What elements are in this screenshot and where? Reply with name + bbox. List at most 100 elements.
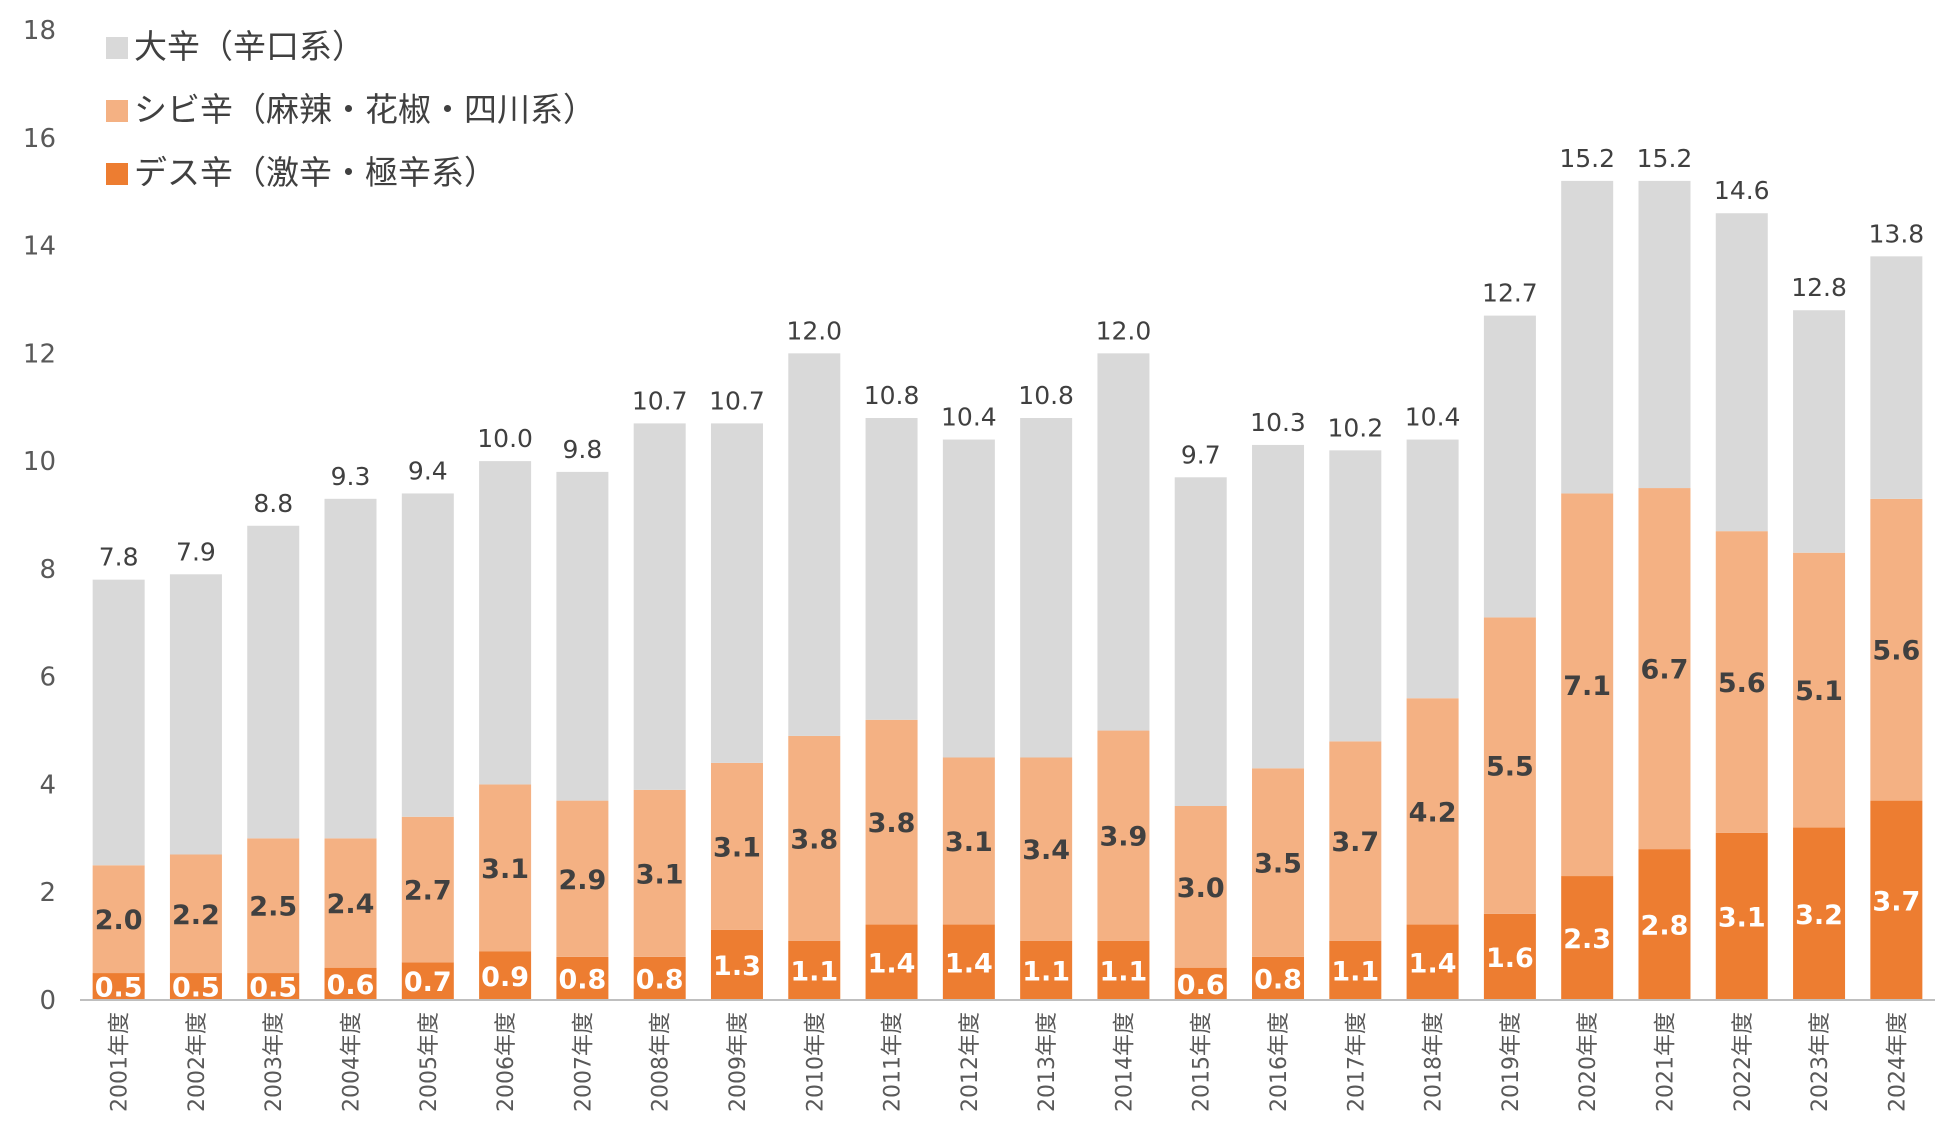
bar-segment bbox=[1483, 315, 1536, 618]
bar-segment bbox=[1483, 913, 1536, 1000]
bar-segment bbox=[788, 940, 841, 1000]
segment-data-label: 3.0 bbox=[1177, 873, 1225, 904]
x-tick-label: 2009年度 bbox=[726, 1012, 751, 1112]
bar-segment bbox=[1406, 698, 1459, 925]
bar-group: 0.8 2.9 9.8 bbox=[556, 435, 609, 1000]
segment-data-label: 2.7 bbox=[404, 876, 452, 907]
bar-group: 3.2 5.1 12.8 bbox=[1791, 273, 1847, 1000]
bar-segment bbox=[1406, 924, 1459, 1000]
bar-segment bbox=[633, 956, 686, 1000]
segment-data-label: 3.7 bbox=[1872, 886, 1920, 917]
segment-data-label: 0.7 bbox=[404, 967, 452, 998]
bar-segment bbox=[1020, 757, 1073, 941]
bar-segment bbox=[1561, 493, 1614, 877]
segment-data-label: 4.2 bbox=[1409, 797, 1457, 828]
segment-data-label: 2.0 bbox=[95, 905, 143, 936]
segment-data-label: 5.1 bbox=[1795, 676, 1843, 707]
segment-data-label: 2.3 bbox=[1563, 924, 1611, 955]
segment-data-label: 5.6 bbox=[1718, 668, 1766, 699]
segment-data-label: 3.1 bbox=[481, 854, 529, 885]
y-tick-label: 6 bbox=[39, 663, 56, 693]
segment-data-label: 2.5 bbox=[249, 892, 297, 923]
total-data-label: 10.3 bbox=[1250, 408, 1306, 437]
bar-segment bbox=[1715, 213, 1768, 532]
bar-segment bbox=[1793, 310, 1846, 553]
segment-data-label: 0.8 bbox=[636, 964, 684, 995]
bar-segment bbox=[633, 423, 686, 790]
y-tick-label: 16 bbox=[23, 124, 56, 154]
total-data-label: 7.9 bbox=[176, 537, 216, 566]
segment-data-label: 3.7 bbox=[1331, 827, 1379, 858]
segment-data-label: 3.4 bbox=[1022, 835, 1070, 866]
bar-group: 0.5 2.2 7.9 bbox=[169, 537, 222, 1004]
legend-label: シビ辛（麻辣・花椒・四川系） bbox=[134, 90, 596, 129]
segment-data-label: 2.4 bbox=[327, 889, 375, 920]
segment-data-label: 3.8 bbox=[790, 824, 838, 855]
bar-group: 0.5 2.5 8.8 bbox=[247, 489, 300, 1004]
total-data-label: 10.7 bbox=[632, 386, 688, 415]
x-tick-label: 2010年度 bbox=[803, 1012, 828, 1112]
segment-data-label: 1.6 bbox=[1486, 943, 1534, 974]
legend-swatch bbox=[106, 163, 128, 185]
y-tick-label: 10 bbox=[23, 447, 56, 477]
segment-data-label: 3.8 bbox=[868, 808, 916, 839]
bar-segment bbox=[1097, 353, 1150, 731]
y-tick-label: 12 bbox=[23, 339, 56, 369]
bar-segment bbox=[556, 800, 609, 957]
x-tick-label: 2014年度 bbox=[1112, 1012, 1137, 1112]
y-tick-label: 18 bbox=[23, 16, 56, 46]
x-tick-label: 2019年度 bbox=[1499, 1012, 1524, 1112]
bar-group: 1.4 4.2 10.4 bbox=[1405, 403, 1461, 1000]
y-axis: 0 2 4 6 8 10 12 14 16 18 bbox=[23, 16, 56, 1016]
bar-segment bbox=[92, 579, 145, 866]
bar-group: 0.8 3.1 10.7 bbox=[632, 386, 688, 1000]
legend-label: 大辛（辛口系） bbox=[134, 27, 365, 66]
x-tick-label: 2016年度 bbox=[1267, 1012, 1292, 1112]
bar-segment bbox=[788, 353, 841, 736]
x-tick-label: 2005年度 bbox=[417, 1012, 442, 1112]
bar-segment bbox=[865, 418, 918, 720]
bars: 0.5 2.0 7.8 0.5 2.2 7.9 0.5 2.5 8.8 0.6 2.4 9.3 0.7 2… bbox=[92, 144, 1924, 1004]
x-tick-label: 2007年度 bbox=[571, 1012, 596, 1112]
bar-segment bbox=[942, 924, 995, 1000]
bar-segment bbox=[1329, 450, 1382, 742]
total-data-label: 12.7 bbox=[1482, 279, 1538, 308]
bar-group: 1.1 3.8 12.0 bbox=[786, 316, 842, 1000]
x-tick-label: 2022年度 bbox=[1731, 1012, 1756, 1112]
segment-data-label: 2.8 bbox=[1641, 911, 1689, 942]
bar-segment bbox=[1561, 180, 1614, 494]
segment-data-label: 2.2 bbox=[172, 900, 220, 931]
total-data-label: 15.2 bbox=[1559, 144, 1615, 173]
segment-data-label: 0.8 bbox=[558, 964, 606, 995]
bar-segment bbox=[865, 924, 918, 1000]
segment-data-label: 0.5 bbox=[249, 973, 297, 1004]
bar-segment bbox=[401, 493, 454, 817]
bar-segment bbox=[710, 423, 763, 763]
total-data-label: 12.0 bbox=[1096, 316, 1152, 345]
segment-data-label: 3.2 bbox=[1795, 900, 1843, 931]
bar-segment bbox=[1638, 180, 1691, 489]
bar-group: 0.9 3.1 10.0 bbox=[477, 424, 533, 1000]
segment-data-label: 1.4 bbox=[1409, 948, 1457, 979]
total-data-label: 15.2 bbox=[1637, 144, 1693, 173]
total-data-label: 14.6 bbox=[1714, 176, 1770, 205]
legend-swatch bbox=[106, 37, 128, 59]
total-data-label: 10.4 bbox=[1405, 403, 1461, 432]
bar-segment bbox=[556, 471, 609, 801]
bar-segment bbox=[92, 865, 145, 974]
bar-segment bbox=[247, 838, 300, 974]
segment-data-label: 5.6 bbox=[1872, 636, 1920, 667]
x-axis: 2001年度 2002年度 2003年度 2004年度 2005年度 2006年度 2007… bbox=[108, 1012, 1911, 1112]
segment-data-label: 5.5 bbox=[1486, 752, 1534, 783]
segment-data-label: 1.4 bbox=[945, 948, 993, 979]
total-data-label: 9.3 bbox=[331, 462, 371, 491]
bar-segment bbox=[1406, 439, 1459, 699]
segment-data-label: 3.1 bbox=[1718, 902, 1766, 933]
y-tick-label: 0 bbox=[39, 986, 56, 1016]
bar-segment bbox=[1715, 832, 1768, 1000]
segment-data-label: 3.1 bbox=[713, 832, 761, 863]
legend-label: デス辛（激辛・極辛系） bbox=[134, 153, 497, 192]
bar-segment bbox=[479, 461, 532, 785]
bar-group: 3.1 5.6 14.6 bbox=[1714, 176, 1770, 1000]
